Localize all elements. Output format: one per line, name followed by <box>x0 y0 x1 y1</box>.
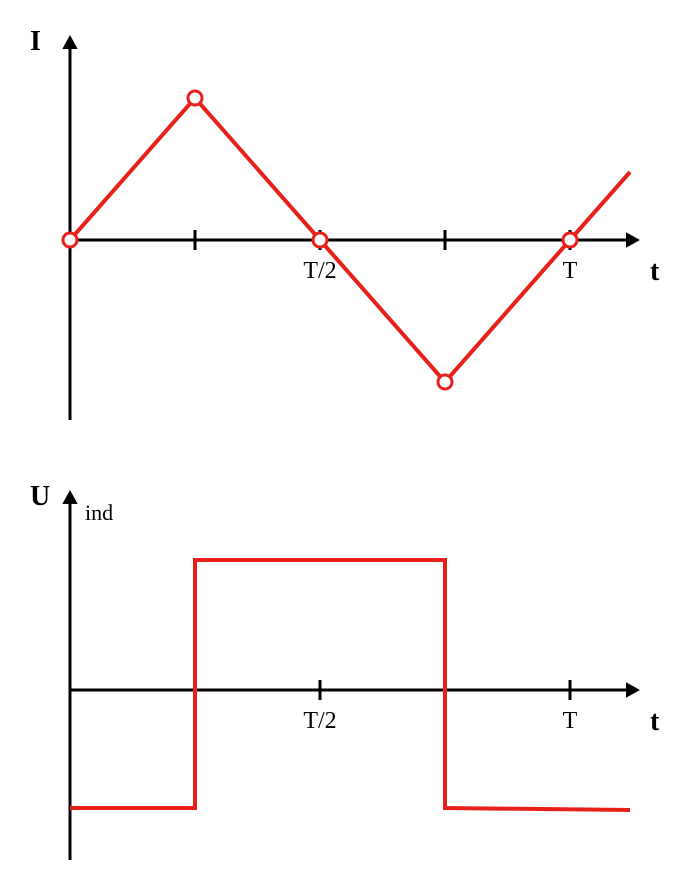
data-marker <box>563 233 577 247</box>
y-axis-label: I <box>30 26 41 57</box>
x-tick-label: T/2 <box>303 708 336 734</box>
y-axis-label: U <box>30 481 50 512</box>
data-marker <box>63 233 77 247</box>
data-marker <box>188 91 202 105</box>
data-marker <box>313 233 327 247</box>
y-axis-subscript: ind <box>85 500 113 525</box>
x-axis-label: t <box>650 706 660 737</box>
data-marker <box>438 375 452 389</box>
x-axis-label: t <box>650 256 660 287</box>
x-tick-label: T <box>563 258 578 284</box>
x-tick-label: T/2 <box>303 258 336 284</box>
x-tick-label: T <box>563 708 578 734</box>
induced-voltage-vs-time-chart-curve <box>70 560 630 810</box>
